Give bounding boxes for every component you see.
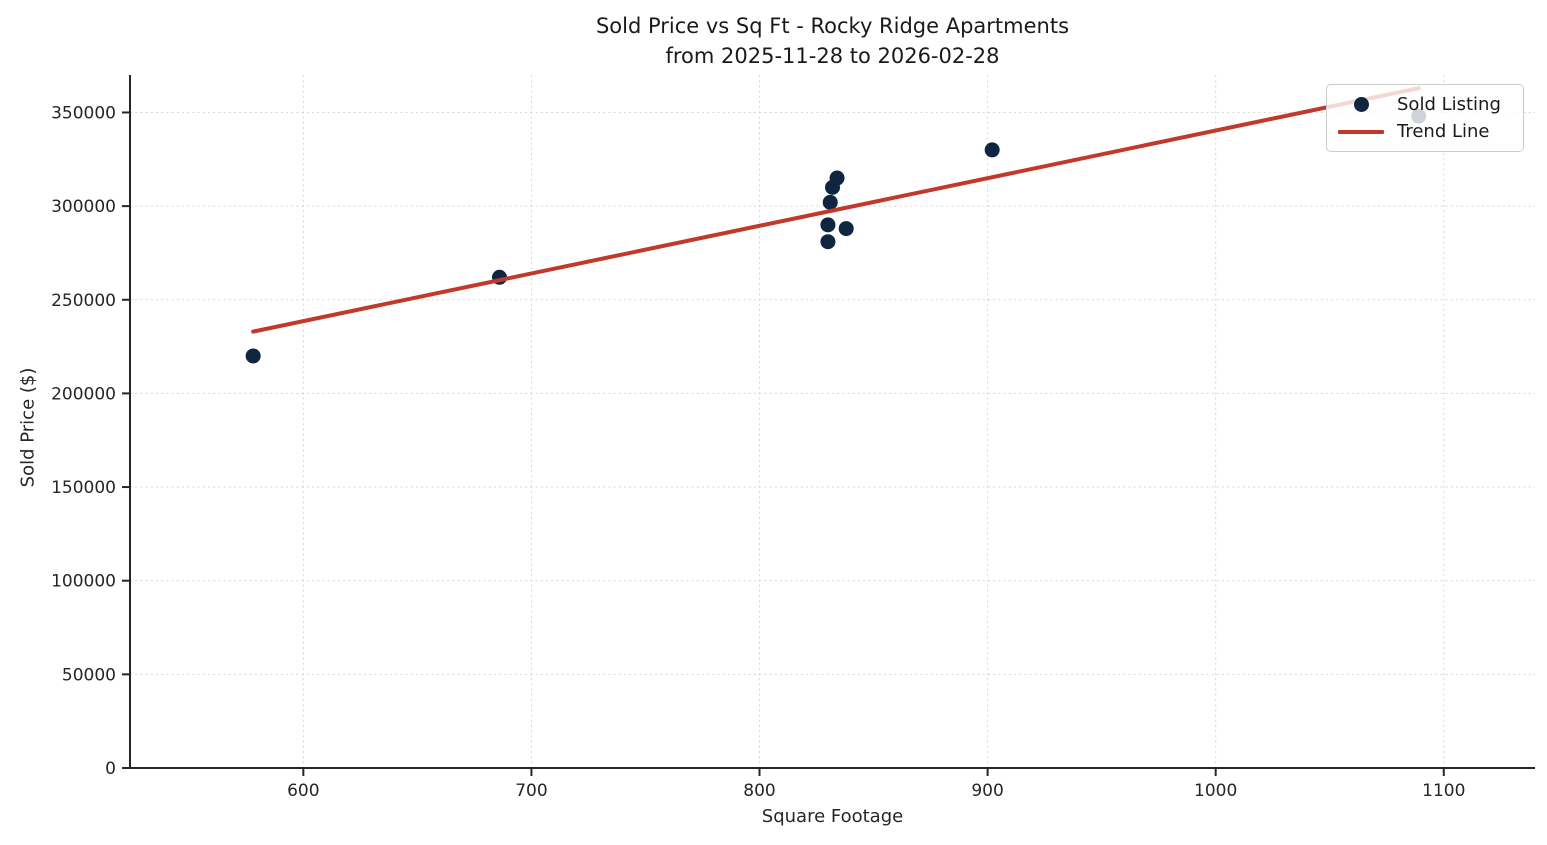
x-tick-label: 800: [743, 781, 775, 801]
scatter-point: [820, 217, 836, 233]
y-tick-label: 100000: [51, 572, 116, 592]
scatter-point: [820, 234, 836, 250]
legend-item-sold-listing: Sold Listing: [1337, 91, 1513, 118]
x-axis-label: Square Footage: [761, 806, 904, 827]
trend-line-marker-icon: [1338, 129, 1384, 134]
scatter-point: [984, 142, 1000, 158]
y-tick-label: 300000: [51, 197, 116, 217]
chart-title-line1: Sold Price vs Sq Ft - Rocky Ridge Apartm…: [595, 14, 1070, 38]
y-tick-label: 250000: [51, 291, 116, 311]
legend-label-sold-listing: Sold Listing: [1397, 94, 1501, 115]
x-tick-label: 900: [971, 781, 1003, 801]
legend-marker-cell: [1337, 97, 1385, 112]
y-tick-label: 200000: [51, 384, 116, 404]
y-axis-label: Sold Price ($): [17, 367, 39, 488]
legend-marker-cell: [1337, 129, 1385, 134]
scatter-point: [838, 221, 854, 237]
chart-title: Sold Price vs Sq Ft - Rocky Ridge Apartm…: [130, 11, 1535, 71]
x-tick-label: 600: [287, 781, 319, 801]
chart-title-line2: from 2025-11-28 to 2026-02-28: [665, 44, 1000, 68]
y-tick-label: 0: [105, 759, 116, 779]
scatter-point: [822, 194, 838, 210]
legend-label-trend-line: Trend Line: [1397, 121, 1490, 142]
y-tick-label: 50000: [62, 665, 116, 685]
x-tick-label: 1000: [1194, 781, 1237, 801]
y-tick-label: 350000: [51, 103, 116, 123]
scatter-point: [245, 348, 261, 364]
y-tick-label: 150000: [51, 478, 116, 498]
sold-listing-marker-icon: [1353, 97, 1369, 112]
scatter-point: [825, 179, 840, 195]
x-tick-label: 700: [515, 781, 547, 801]
x-tick-label: 1100: [1422, 781, 1465, 801]
legend: Sold Listing Trend Line: [1326, 84, 1524, 152]
legend-item-trend-line: Trend Line: [1337, 118, 1513, 145]
trend-line: [251, 86, 1421, 334]
